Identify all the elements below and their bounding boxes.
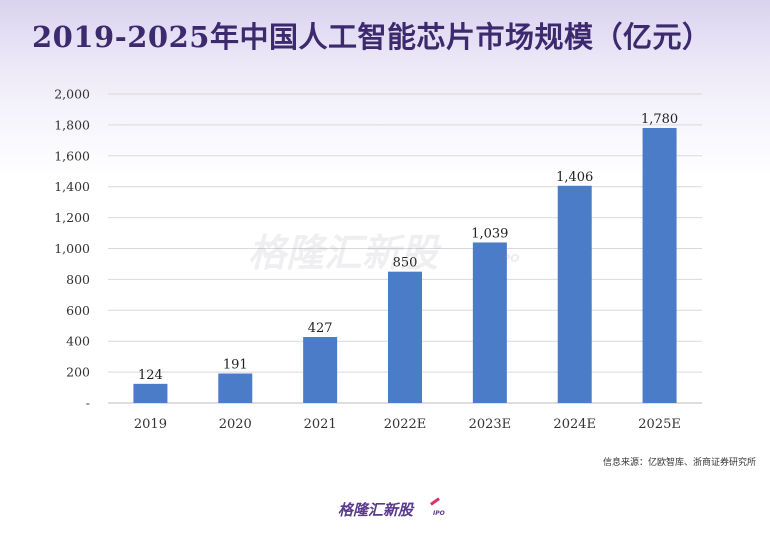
y-tick-label: 1,600 [54, 148, 90, 163]
footer-ipo: IPO [433, 510, 445, 517]
data-label: 1,039 [471, 226, 508, 241]
y-tick-label: 1,000 [54, 241, 90, 256]
y-tick-label: 800 [66, 272, 90, 287]
data-label: 124 [138, 368, 163, 383]
chart-svg: - 200 400 600 800 1,000 1,200 1,400 1,600 1,800 2,… [54, 87, 702, 432]
bar [133, 383, 168, 403]
y-tick-label: 1,400 [54, 179, 90, 194]
x-tick-label: 2025E [638, 417, 681, 432]
data-label: 1,780 [641, 112, 678, 127]
page-title: 2019-2025年中国人工智能芯片市场规模（亿元） [32, 20, 712, 54]
bar [388, 271, 422, 403]
bar [557, 185, 592, 403]
footer-brand-logo: 格隆汇新股 [338, 501, 414, 519]
y-tick-label: 200 [66, 365, 90, 380]
watermark-text: 格隆汇新股 [248, 231, 439, 275]
y-tick-label: 1,200 [54, 210, 90, 225]
y-tick-label: 400 [66, 334, 90, 349]
bar-chart: - 200 400 600 800 1,000 1,200 1,400 1,600 1,800 2,… [54, 87, 702, 432]
source-note: 信息来源：亿欧智库、浙商证券研究所 [602, 458, 756, 468]
y-tick-label: 600 [66, 303, 90, 318]
data-label: 427 [308, 321, 333, 336]
data-label: 850 [393, 256, 418, 271]
x-tick-label: 2022E [384, 417, 427, 432]
x-tick-label: 2023E [469, 417, 512, 432]
data-label: 1,406 [556, 170, 593, 185]
x-tick-label: 2021 [304, 417, 337, 432]
x-tick-label: 2024E [553, 417, 596, 432]
x-tick-label: 2020 [219, 417, 252, 432]
bar [218, 373, 253, 403]
bar [642, 127, 677, 404]
y-tick-label: 2,000 [54, 87, 90, 102]
x-tick-label: 2019 [134, 417, 167, 432]
y-tick-label: 1,800 [54, 117, 90, 132]
bar [472, 242, 507, 403]
y-tick-label: - [86, 396, 90, 411]
data-label: 191 [223, 357, 248, 372]
footer-accent-mark [430, 497, 440, 506]
bar [303, 337, 338, 403]
watermark-ipo: IPO [498, 252, 520, 265]
